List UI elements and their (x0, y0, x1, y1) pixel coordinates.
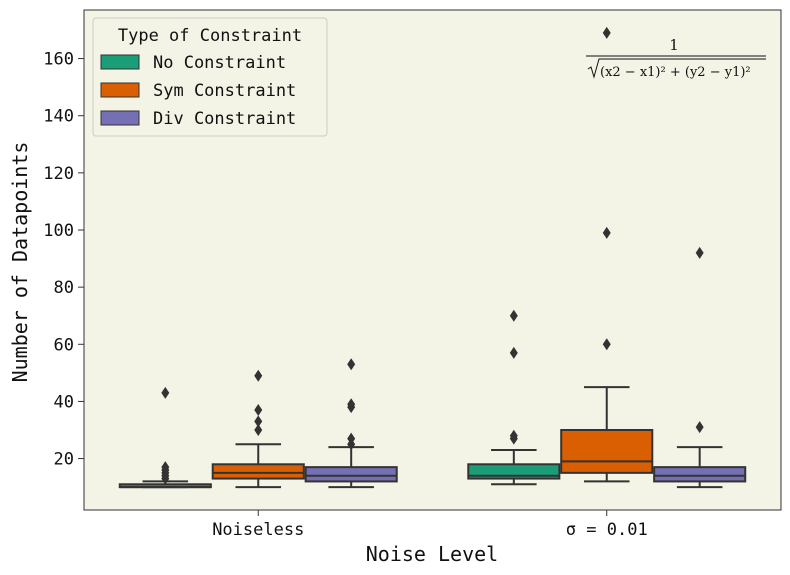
formula-annotation: 1 (x2 − x1)² + (y2 − y1)² (586, 36, 766, 80)
sqrt-sign (587, 58, 766, 79)
outlier-point (509, 346, 518, 359)
x-axis-label: Noise Level (366, 542, 498, 566)
formula-numerator: 1 (669, 36, 679, 54)
box-no-constraint-0-01 (467, 309, 561, 486)
outlier-point (254, 415, 263, 428)
legend-swatch-no-constraint (100, 54, 140, 70)
box-no-constraint-noiseless (118, 386, 212, 489)
legend-swatch-sym-constraint (100, 82, 140, 98)
box-sym-constraint-noiseless (211, 369, 305, 489)
outlier-point (254, 404, 263, 416)
outlier-point (602, 26, 611, 39)
x-tick-label: σ = 0.01 (566, 520, 648, 540)
legend: Type of Constraint No Constraint Sym Con… (92, 17, 328, 137)
legend-swatch-div-constraint (100, 110, 140, 126)
legend-title: Type of Constraint (118, 26, 302, 46)
outlier-point (161, 461, 170, 474)
outlier-point (347, 358, 356, 371)
outlier-point (347, 432, 356, 445)
legend-label-div-constraint: Div Constraint (153, 109, 296, 129)
outlier-point (602, 226, 611, 239)
outlier-point (509, 429, 518, 442)
outlier-point (695, 246, 704, 259)
outlier-point (254, 369, 263, 382)
legend-frame (92, 17, 328, 137)
x-axis-ticks: Noiseless σ = 0.01 (212, 510, 648, 540)
y-axis-ticks: 20 40 60 80 100 120 140 160 (43, 50, 84, 470)
y-tick-label: 40 (54, 392, 74, 412)
legend-label-no-constraint: No Constraint (153, 53, 286, 73)
iqr-box (211, 463, 305, 480)
outlier-point (602, 338, 611, 351)
iqr-box (653, 466, 747, 483)
y-tick-label: 60 (54, 335, 74, 355)
y-tick-label: 20 (54, 450, 74, 470)
outlier-point (161, 386, 170, 399)
box-div-constraint-0-01 (653, 246, 747, 489)
iqr-box (304, 466, 398, 483)
box-div-constraint-noiseless (304, 358, 398, 489)
y-tick-label: 80 (54, 278, 74, 298)
box-sym-constraint-0-01 (560, 26, 654, 483)
y-tick-label: 140 (43, 107, 74, 127)
box-marks (118, 26, 747, 489)
outlier-point (509, 309, 518, 322)
outlier-point (695, 421, 704, 434)
outlier-point (347, 398, 356, 411)
y-axis-label: Number of Datapoints (8, 142, 32, 383)
x-tick-label: Noiseless (212, 520, 304, 540)
y-tick-label: 120 (43, 164, 74, 184)
y-tick-label: 160 (43, 50, 74, 70)
y-tick-label: 100 (43, 221, 74, 241)
formula-denominator: (x2 − x1)² + (y2 − y1)² (600, 65, 751, 80)
legend-label-sym-constraint: Sym Constraint (153, 81, 296, 101)
outlier-point (254, 424, 263, 436)
iqr-box (560, 429, 654, 474)
